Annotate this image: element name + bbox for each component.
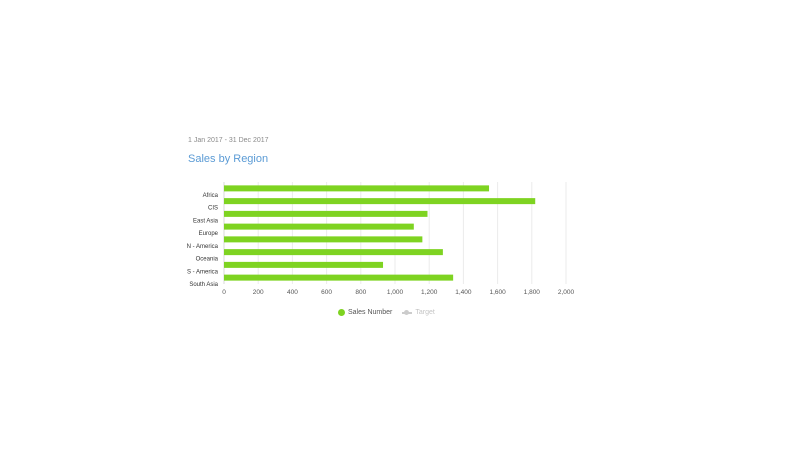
x-tick-label: 400 bbox=[287, 289, 298, 296]
bar-n-america bbox=[224, 236, 423, 243]
category-label: East Asia bbox=[193, 218, 219, 224]
bar-oceania bbox=[224, 249, 443, 256]
x-tick-label: 1,800 bbox=[524, 289, 541, 296]
x-tick-label: 0 bbox=[222, 289, 226, 296]
x-tick-label: 1,400 bbox=[455, 289, 472, 296]
legend-line-marker-icon bbox=[402, 309, 413, 315]
chart-title: Sales by Region bbox=[188, 153, 269, 165]
category-label: Oceania bbox=[196, 257, 219, 263]
bar-cis bbox=[224, 198, 536, 205]
x-tick-label: 1,600 bbox=[489, 289, 506, 296]
category-label: CIS bbox=[208, 206, 218, 212]
x-tick-label: 2,000 bbox=[558, 289, 575, 296]
chart-legend: Sales Number Target bbox=[338, 309, 445, 316]
bar-europe bbox=[224, 223, 414, 230]
x-tick-label: 1,000 bbox=[387, 289, 404, 296]
bar-east-asia bbox=[224, 210, 428, 217]
legend-item-sales-number[interactable]: Sales Number bbox=[338, 309, 392, 316]
bar-south-asia bbox=[224, 274, 454, 281]
category-label: Europe bbox=[199, 231, 219, 237]
legend-label: Target bbox=[415, 309, 435, 316]
date-range-label: 1 Jan 2017 - 31 Dec 2017 bbox=[188, 137, 269, 144]
category-label: Africa bbox=[203, 193, 219, 199]
legend-marker-icon bbox=[338, 309, 345, 316]
x-tick-label: 800 bbox=[355, 289, 366, 296]
bar-s-america bbox=[224, 261, 384, 268]
bar-africa bbox=[224, 185, 490, 192]
category-label: South Asia bbox=[189, 282, 218, 288]
legend-item-target[interactable]: Target bbox=[402, 309, 435, 316]
legend-label: Sales Number bbox=[348, 309, 393, 316]
x-tick-label: 200 bbox=[253, 289, 264, 296]
x-tick-label: 1,200 bbox=[421, 289, 438, 296]
category-label: N - America bbox=[187, 244, 219, 250]
x-tick-label: 600 bbox=[321, 289, 332, 296]
category-label: S - America bbox=[187, 269, 219, 275]
